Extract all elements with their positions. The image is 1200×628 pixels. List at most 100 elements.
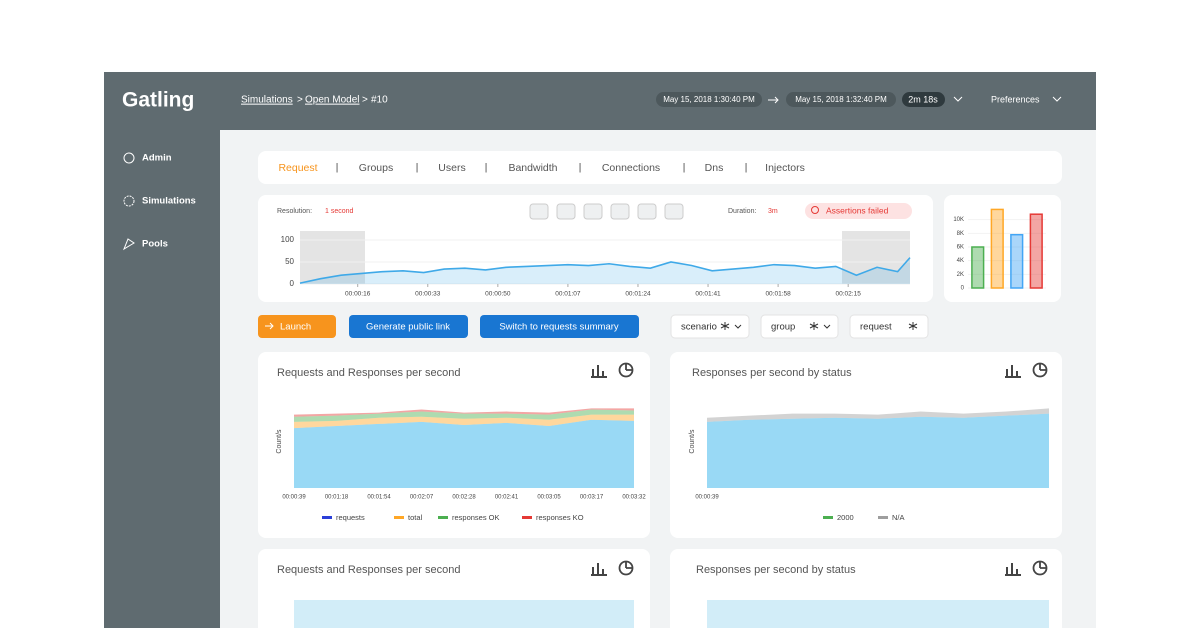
pie-icon[interactable] xyxy=(1039,561,1047,569)
x-tick-label: 00:03:32 xyxy=(622,495,646,501)
legend-label[interactable]: 2000 xyxy=(837,513,854,522)
tab[interactable]: Groups xyxy=(359,162,393,174)
summary-button[interactable] xyxy=(480,315,639,338)
bar xyxy=(971,246,985,289)
chevron xyxy=(823,324,831,329)
asterisk-icon xyxy=(809,322,819,330)
pie-icon[interactable] xyxy=(625,363,633,371)
x-tick-label: 00:02:15 xyxy=(836,291,862,298)
nav-item[interactable]: Pools xyxy=(142,239,168,250)
tabs-card xyxy=(258,151,1062,184)
panel-title: Responses per second by status xyxy=(696,564,856,576)
preferences[interactable]: Preferences xyxy=(991,94,1040,104)
breadcrumb-link[interactable]: Simulations xyxy=(241,95,293,106)
panel-title: Requests and Responses per second xyxy=(277,367,460,379)
control-button[interactable] xyxy=(529,203,549,220)
x-tick-label: 00:01:54 xyxy=(367,495,391,501)
tab[interactable]: Bandwidth xyxy=(508,162,557,174)
assertions-failed: Assertions failed xyxy=(826,205,889,215)
x-tick-label: 00:01:18 xyxy=(325,495,349,501)
assertions-chip[interactable] xyxy=(805,203,912,219)
filters: scenario group request xyxy=(670,314,929,339)
filter-chip[interactable] xyxy=(760,314,839,339)
pie-icon[interactable] xyxy=(1039,363,1047,371)
y-tick-label: 10K xyxy=(953,217,964,223)
y-tick-label: 100 xyxy=(281,235,295,244)
launch-button[interactable] xyxy=(258,315,336,338)
area xyxy=(707,408,1049,422)
area xyxy=(294,419,634,488)
bar-icon[interactable] xyxy=(591,563,607,576)
legend-swatch xyxy=(878,516,888,519)
duration: 3m xyxy=(768,208,778,215)
tab-separator: | xyxy=(683,163,686,174)
chevron[interactable] xyxy=(1052,96,1062,102)
tab[interactable]: Users xyxy=(438,162,465,174)
bar-icon[interactable] xyxy=(591,365,607,378)
tab[interactable]: Request xyxy=(278,162,317,174)
y-axis-label: Count/s xyxy=(689,429,696,454)
date-chip[interactable] xyxy=(656,92,762,107)
tab-separator: | xyxy=(745,163,748,174)
control-button[interactable] xyxy=(610,203,630,220)
pie-icon[interactable] xyxy=(625,561,633,569)
y-tick-label: 50 xyxy=(285,257,294,266)
control-button[interactable] xyxy=(583,203,603,220)
y-tick-label: 4K xyxy=(957,258,964,264)
nav-item[interactable]: Simulations xyxy=(142,196,196,207)
duration-label: Duration: xyxy=(728,208,756,215)
area-preview xyxy=(294,600,634,628)
x-tick-label: 00:01:41 xyxy=(695,291,721,298)
tab-separator: | xyxy=(485,163,488,174)
tab-separator: | xyxy=(579,163,582,174)
filter-chip[interactable] xyxy=(670,314,750,339)
control-button[interactable] xyxy=(637,203,657,220)
control-button[interactable] xyxy=(664,203,684,220)
x-tick-label: 00:02:41 xyxy=(495,495,519,501)
legend-label[interactable]: requests xyxy=(336,513,365,522)
line-area xyxy=(300,257,910,284)
chevron[interactable] xyxy=(953,96,963,102)
x-tick-label: 00:01:07 xyxy=(555,291,581,298)
y-tick-label: 0 xyxy=(961,286,965,292)
x-tick-label: 00:02:07 xyxy=(410,495,434,501)
x-tick-label: 00:00:33 xyxy=(415,291,441,298)
breadcrumb-sep: > xyxy=(297,95,303,106)
x-tick-label: 00:00:39 xyxy=(695,495,719,501)
filter-chip[interactable] xyxy=(849,314,929,339)
logo[interactable]: Gatling xyxy=(122,89,194,112)
y-tick-label: 0 xyxy=(290,279,295,288)
area xyxy=(294,409,634,422)
legend-label[interactable]: N/A xyxy=(892,513,905,522)
bar xyxy=(1029,213,1043,289)
timeline-controls xyxy=(529,203,684,220)
button-label: Launch xyxy=(280,322,311,333)
bar-icon[interactable] xyxy=(1005,563,1021,576)
tab[interactable]: Dns xyxy=(705,162,724,174)
search-icon xyxy=(811,206,819,214)
button-label: Generate public link xyxy=(366,322,450,333)
legend-label[interactable]: responses KO xyxy=(536,513,584,522)
bar xyxy=(1010,233,1024,289)
resolution[interactable]: 1 second xyxy=(325,208,354,215)
tabs: Request Groups Users Bandwidth Connections Dn… xyxy=(278,162,804,174)
tab[interactable]: Injectors xyxy=(765,162,805,174)
link-button[interactable] xyxy=(349,315,468,338)
x-tick-label: 00:03:17 xyxy=(580,495,604,501)
y-tick-label: 6K xyxy=(957,245,964,251)
bar-icon[interactable] xyxy=(1005,365,1021,378)
x-tick-label: 00:02:28 xyxy=(452,495,476,501)
nav-item[interactable]: Admin xyxy=(142,153,172,164)
tab[interactable]: Connections xyxy=(602,162,660,174)
breadcrumb-link[interactable]: Open Model xyxy=(305,95,359,106)
date-chip[interactable] xyxy=(786,92,896,107)
start-date: May 15, 2018 1:30:40 PM xyxy=(663,95,755,104)
panel-title: Responses per second by status xyxy=(692,367,852,379)
line xyxy=(299,257,911,284)
admin-icon xyxy=(123,152,135,164)
legend-label[interactable]: total xyxy=(408,513,423,522)
legend-swatch xyxy=(438,516,448,519)
control-button[interactable] xyxy=(556,203,576,220)
x-tick-label: 00:01:24 xyxy=(625,291,651,298)
legend-label[interactable]: responses OK xyxy=(452,513,500,522)
